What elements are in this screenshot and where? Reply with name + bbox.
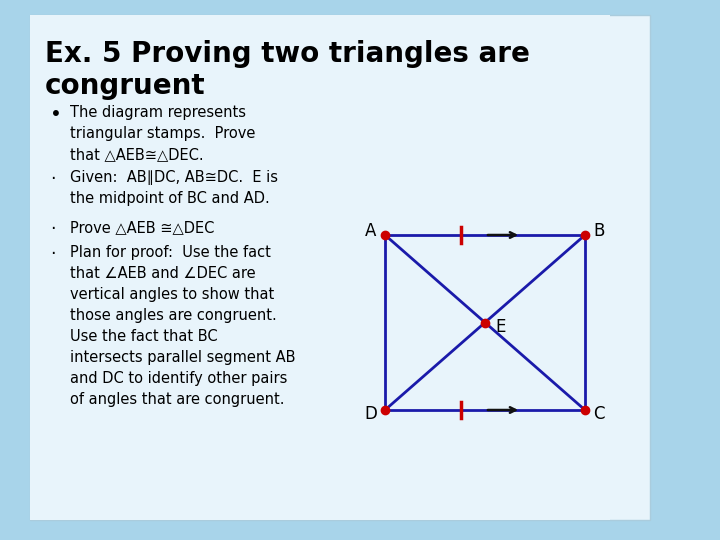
Text: Plan for proof:  Use the fact
that ∠AEB and ∠DEC are
vertical angles to show tha: Plan for proof: Use the fact that ∠AEB a… xyxy=(70,245,295,407)
Bar xyxy=(30,15,650,520)
Text: B: B xyxy=(593,222,605,240)
Bar xyxy=(30,15,610,520)
Text: E: E xyxy=(496,319,506,336)
Text: C: C xyxy=(593,405,605,423)
Text: D: D xyxy=(364,405,377,423)
Text: The diagram represents
triangular stamps.  Prove
that △AEB≅△DEC.: The diagram represents triangular stamps… xyxy=(70,105,256,162)
Text: ·: · xyxy=(50,170,55,188)
Text: ·: · xyxy=(50,220,55,238)
Text: Given:  AB∥DC, AB≅DC.  E is
the midpoint of BC and AD.: Given: AB∥DC, AB≅DC. E is the midpoint o… xyxy=(70,170,278,206)
Text: ·: · xyxy=(50,245,55,263)
Text: Prove △AEB ≅△DEC: Prove △AEB ≅△DEC xyxy=(70,220,215,235)
Text: •: • xyxy=(50,105,62,124)
Text: Ex. 5 Proving two triangles are: Ex. 5 Proving two triangles are xyxy=(45,40,530,68)
Text: congruent: congruent xyxy=(45,72,206,100)
Text: A: A xyxy=(365,222,377,240)
